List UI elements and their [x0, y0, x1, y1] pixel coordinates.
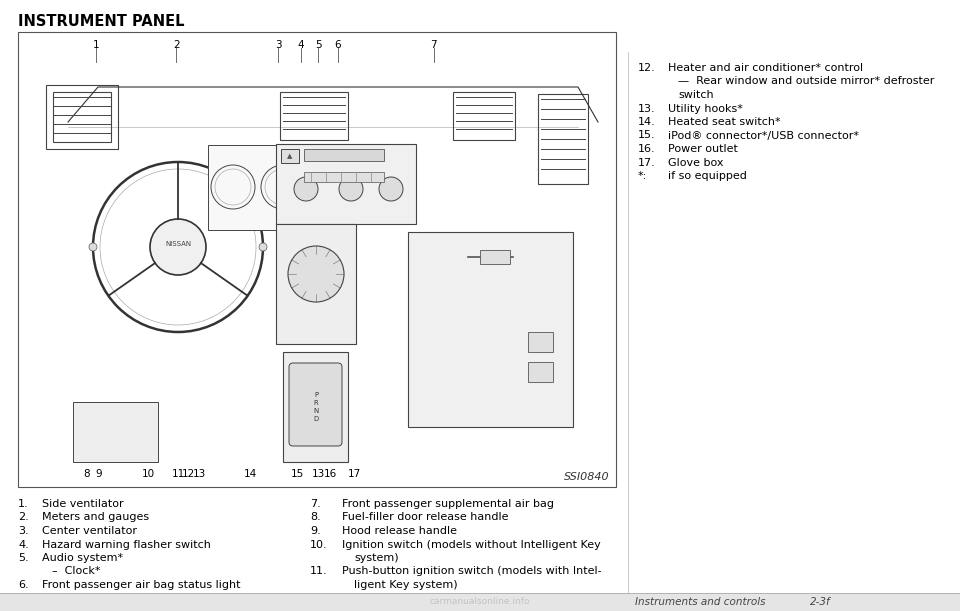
Text: 2: 2: [173, 40, 180, 50]
Text: carmanualsonline.info: carmanualsonline.info: [430, 598, 530, 607]
FancyBboxPatch shape: [289, 363, 342, 446]
Bar: [18, 32, 616, 487]
Bar: [73, 402, 158, 462]
Circle shape: [89, 243, 97, 251]
Text: 11.: 11.: [310, 566, 327, 577]
Text: Hood release handle: Hood release handle: [342, 526, 457, 536]
Bar: [528, 332, 553, 352]
Text: 8: 8: [84, 469, 90, 479]
Text: SSI0840: SSI0840: [564, 472, 610, 482]
Text: 12.: 12.: [638, 63, 656, 73]
Text: 1: 1: [92, 40, 99, 50]
Circle shape: [150, 219, 206, 275]
Text: Front passenger supplemental air bag: Front passenger supplemental air bag: [342, 499, 554, 509]
Bar: [453, 92, 515, 140]
Text: Instruments and controls: Instruments and controls: [635, 597, 765, 607]
Text: —  Rear window and outside mirror* defroster: — Rear window and outside mirror* defros…: [678, 76, 934, 87]
Text: system): system): [354, 553, 398, 563]
Text: Center ventilator: Center ventilator: [42, 526, 137, 536]
Bar: [480, 250, 510, 264]
Text: Side ventilator: Side ventilator: [42, 499, 124, 509]
Text: 6: 6: [335, 40, 341, 50]
Text: Audio system*: Audio system*: [42, 553, 123, 563]
Bar: [538, 94, 588, 184]
Text: 13: 13: [312, 469, 325, 479]
Text: 2.: 2.: [18, 513, 29, 522]
Circle shape: [288, 246, 344, 302]
Circle shape: [339, 177, 363, 201]
Text: 17: 17: [348, 469, 361, 479]
Text: 6.: 6.: [18, 580, 29, 590]
Text: Power outlet: Power outlet: [668, 144, 738, 154]
Text: 14.: 14.: [638, 117, 656, 127]
Bar: [304, 172, 384, 182]
Text: 15: 15: [291, 469, 304, 479]
Text: iPod® connector*/USB connector*: iPod® connector*/USB connector*: [668, 131, 859, 141]
Text: 10.: 10.: [310, 540, 327, 549]
Text: if so equipped: if so equipped: [668, 171, 747, 181]
Bar: [208, 145, 308, 230]
Text: 16: 16: [324, 469, 337, 479]
Text: 7.: 7.: [310, 499, 321, 509]
Text: Utility hooks*: Utility hooks*: [668, 103, 743, 114]
Text: INSTRUMENT PANEL: INSTRUMENT PANEL: [18, 14, 184, 29]
Text: 12: 12: [181, 469, 195, 479]
Text: 15.: 15.: [638, 131, 656, 141]
Text: –  Clock*: – Clock*: [52, 566, 101, 577]
Bar: [283, 352, 348, 462]
Text: Heated seat switch*: Heated seat switch*: [668, 117, 780, 127]
Text: 10: 10: [142, 469, 155, 479]
Text: NISSAN: NISSAN: [165, 241, 191, 247]
Text: ligent Key system): ligent Key system): [354, 580, 458, 590]
Text: 17.: 17.: [638, 158, 656, 167]
Text: 9.: 9.: [310, 526, 321, 536]
Text: Push-button ignition switch (models with Intel-: Push-button ignition switch (models with…: [342, 566, 602, 577]
Text: Front passenger air bag status light: Front passenger air bag status light: [42, 580, 241, 590]
Text: 3.: 3.: [18, 526, 29, 536]
Text: ▲: ▲: [287, 153, 293, 159]
Bar: [304, 149, 384, 161]
Text: 9: 9: [95, 469, 102, 479]
Bar: [53, 92, 111, 142]
Bar: [408, 232, 573, 427]
Text: Hazard warning flasher switch: Hazard warning flasher switch: [42, 540, 211, 549]
FancyBboxPatch shape: [38, 82, 598, 392]
Circle shape: [259, 243, 267, 251]
Text: 2-3f: 2-3f: [810, 597, 830, 607]
Bar: [280, 92, 348, 140]
Text: 14: 14: [244, 469, 256, 479]
Bar: [46, 85, 118, 149]
Bar: [528, 362, 553, 382]
Text: 4: 4: [298, 40, 304, 50]
Text: 5: 5: [315, 40, 322, 50]
Bar: [276, 224, 356, 344]
Text: 11: 11: [172, 469, 185, 479]
Text: Fuel-filler door release handle: Fuel-filler door release handle: [342, 513, 509, 522]
Text: 1.: 1.: [18, 499, 29, 509]
Text: switch: switch: [678, 90, 713, 100]
Bar: [281, 149, 299, 163]
Bar: [0, 593, 960, 611]
Text: Ignition switch (models without Intelligent Key: Ignition switch (models without Intellig…: [342, 540, 601, 549]
Text: 4.: 4.: [18, 540, 29, 549]
Text: Meters and gauges: Meters and gauges: [42, 513, 149, 522]
Text: 3: 3: [275, 40, 281, 50]
Circle shape: [294, 177, 318, 201]
Circle shape: [379, 177, 403, 201]
Text: P
R
N
D: P R N D: [313, 392, 319, 422]
Text: 16.: 16.: [638, 144, 656, 154]
Text: 8.: 8.: [310, 513, 321, 522]
Text: Glove box: Glove box: [668, 158, 724, 167]
Bar: [276, 144, 416, 224]
Text: 13: 13: [193, 469, 205, 479]
Text: 5.: 5.: [18, 553, 29, 563]
Text: 13.: 13.: [638, 103, 656, 114]
Text: *:: *:: [638, 171, 647, 181]
Text: Heater and air conditioner* control: Heater and air conditioner* control: [668, 63, 863, 73]
Text: 7: 7: [430, 40, 437, 50]
